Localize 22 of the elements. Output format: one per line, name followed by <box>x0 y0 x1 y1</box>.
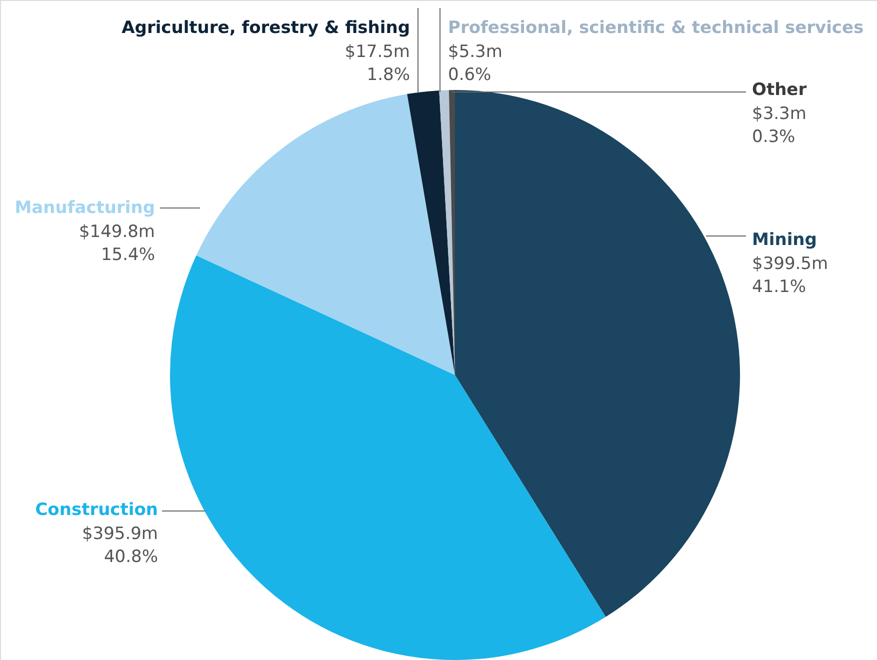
text: 1.8% <box>366 65 410 85</box>
slice-label: Manufacturing <box>14 198 155 218</box>
slice-label: Agriculture, forestry & fishing <box>122 18 410 38</box>
text: 0.6% <box>448 65 492 85</box>
data-label: $5.3m <box>448 42 502 62</box>
pie-slice <box>196 94 455 375</box>
data-label: $3.3m <box>752 104 806 124</box>
data-label: $399.5m <box>752 254 828 274</box>
text: 40.8% <box>104 547 158 567</box>
pie-slice <box>407 90 455 375</box>
pie-slice <box>170 255 606 660</box>
text: 0.3% <box>752 127 796 147</box>
pie-slice <box>455 90 740 617</box>
slice-label: Mining <box>752 230 817 250</box>
data-label: $17.5m <box>344 42 410 62</box>
slice-label: Construction <box>35 500 158 520</box>
slice-label: Other <box>752 80 808 100</box>
data-label: $149.8m <box>78 222 155 242</box>
data-label: $395.9m <box>82 524 158 544</box>
text: 41.1% <box>752 277 806 297</box>
text: 15.4% <box>100 245 155 265</box>
slice-label: Professional, scientific & technical services <box>448 18 864 38</box>
